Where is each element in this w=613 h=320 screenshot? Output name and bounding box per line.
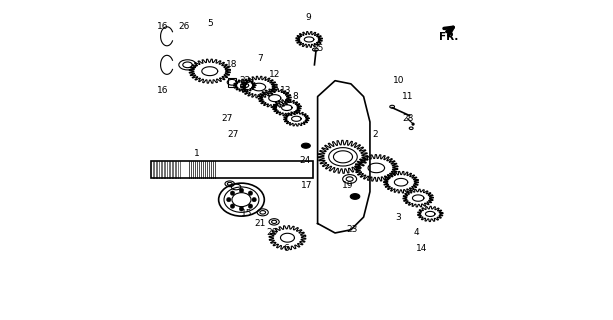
Text: 3: 3 [395,212,402,222]
Ellipse shape [302,143,310,148]
Text: 17: 17 [301,181,312,190]
Circle shape [252,197,256,202]
Text: 11: 11 [402,92,414,101]
Text: 2: 2 [372,130,378,139]
Bar [228,77,236,87]
Text: 6: 6 [283,244,289,253]
Circle shape [230,191,235,196]
Text: 23: 23 [347,225,358,234]
Text: 18: 18 [226,60,238,69]
Circle shape [248,191,253,196]
Text: 9: 9 [305,13,311,22]
Text: 14: 14 [416,244,427,253]
Text: FR.: FR. [439,32,459,42]
Text: 19: 19 [342,181,354,190]
Text: 15: 15 [240,209,252,219]
Bar [151,161,313,178]
Text: 28: 28 [402,114,414,123]
Text: 1: 1 [194,149,200,158]
Circle shape [227,197,231,202]
Text: 12: 12 [269,70,281,79]
Circle shape [230,204,235,208]
Text: 27: 27 [221,114,233,123]
Text: 5: 5 [207,19,213,28]
Circle shape [239,207,244,211]
Text: 24: 24 [299,156,311,164]
Text: 16: 16 [158,22,169,31]
Text: 25: 25 [312,44,323,53]
Text: 20: 20 [266,228,277,237]
Text: 8: 8 [292,92,299,101]
Text: 21: 21 [255,219,266,228]
Text: 13: 13 [280,86,292,95]
Circle shape [411,123,414,126]
Text: 7: 7 [257,54,264,63]
Text: 27: 27 [228,130,239,139]
Circle shape [239,188,244,193]
Circle shape [248,204,253,208]
Text: 22: 22 [239,76,250,85]
Text: 16: 16 [158,86,169,95]
Text: 10: 10 [393,76,404,85]
Text: 4: 4 [413,228,419,237]
Text: 26: 26 [178,22,190,31]
Ellipse shape [350,194,360,199]
